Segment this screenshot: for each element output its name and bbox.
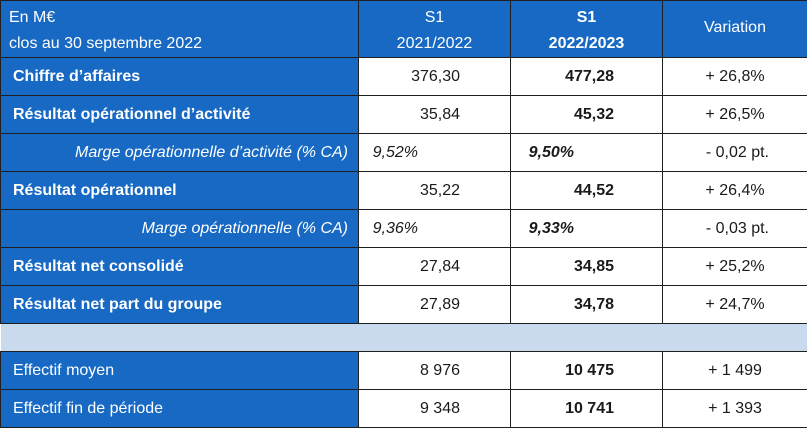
row-label: Marge opérationnelle d’activité (% CA) (1, 134, 359, 172)
separator-row (1, 324, 807, 352)
row-label: Résultat net part du groupe (1, 286, 359, 324)
value-variation: + 26,8% (663, 58, 807, 96)
header-col-variation: Variation (663, 1, 807, 58)
value-2021: 9 348 (359, 390, 511, 428)
value-2022: 477,28 (511, 58, 663, 96)
row-label: Marge opérationnelle (% CA) (1, 210, 359, 248)
table-row: Effectif moyen 8 976 10 475 + 1 499 (1, 352, 807, 390)
row-label: Chiffre d’affaires (1, 58, 359, 96)
header-row: En M€ clos au 30 septembre 2022 S1 2021/… (1, 1, 807, 58)
table-row: Effectif fin de période 9 348 10 741 + 1… (1, 390, 807, 428)
separator-band (1, 324, 807, 352)
header-col3: Variation (663, 15, 807, 41)
table-row: Marge opérationnelle (% CA) 9,36% 9,33% … (1, 210, 807, 248)
value-2022: 10 741 (511, 390, 663, 428)
value-2022: 34,78 (511, 286, 663, 324)
row-label: Résultat net consolidé (1, 248, 359, 286)
table-row: Résultat net consolidé 27,84 34,85 + 25,… (1, 248, 807, 286)
value-variation: + 25,2% (663, 248, 807, 286)
value-2021: 27,89 (359, 286, 511, 324)
row-label: Effectif moyen (1, 352, 359, 390)
value-2021: 35,22 (359, 172, 511, 210)
value-2022: 34,85 (511, 248, 663, 286)
value-2021: 35,84 (359, 96, 511, 134)
value-variation: + 1 393 (663, 390, 807, 428)
table-row: Marge opérationnelle d’activité (% CA) 9… (1, 134, 807, 172)
value-2022: 45,32 (511, 96, 663, 134)
value-variation: - 0,03 pt. (663, 210, 807, 248)
value-variation: + 26,5% (663, 96, 807, 134)
value-variation: + 1 499 (663, 352, 807, 390)
header-col-s1-2022: S1 2022/2023 (511, 1, 663, 58)
value-2021: 8 976 (359, 352, 511, 390)
row-label: Effectif fin de période (1, 390, 359, 428)
value-2022: 44,52 (511, 172, 663, 210)
table-row: Résultat opérationnel 35,22 44,52 + 26,4… (1, 172, 807, 210)
value-variation: - 0,02 pt. (663, 134, 807, 172)
value-2021: 9,52% (359, 134, 511, 172)
value-2021: 27,84 (359, 248, 511, 286)
table-row: Chiffre d’affaires 376,30 477,28 + 26,8% (1, 58, 807, 96)
header-col1-line1: S1 (359, 5, 510, 31)
header-period: clos au 30 septembre 2022 (9, 31, 358, 57)
header-label-cell: En M€ clos au 30 septembre 2022 (1, 1, 359, 58)
value-2022: 9,33% (511, 210, 663, 248)
value-2021: 376,30 (359, 58, 511, 96)
table-row: Résultat net part du groupe 27,89 34,78 … (1, 286, 807, 324)
header-col-s1-2021: S1 2021/2022 (359, 1, 511, 58)
value-variation: + 24,7% (663, 286, 807, 324)
value-2021: 9,36% (359, 210, 511, 248)
row-label: Résultat opérationnel d’activité (1, 96, 359, 134)
header-col2-line2: 2022/2023 (511, 31, 662, 57)
header-unit: En M€ (9, 5, 358, 31)
value-2022: 9,50% (511, 134, 663, 172)
row-label: Résultat opérationnel (1, 172, 359, 210)
header-col1-line2: 2021/2022 (359, 31, 510, 57)
value-2022: 10 475 (511, 352, 663, 390)
header-col2-line1: S1 (511, 5, 662, 31)
table-row: Résultat opérationnel d’activité 35,84 4… (1, 96, 807, 134)
value-variation: + 26,4% (663, 172, 807, 210)
